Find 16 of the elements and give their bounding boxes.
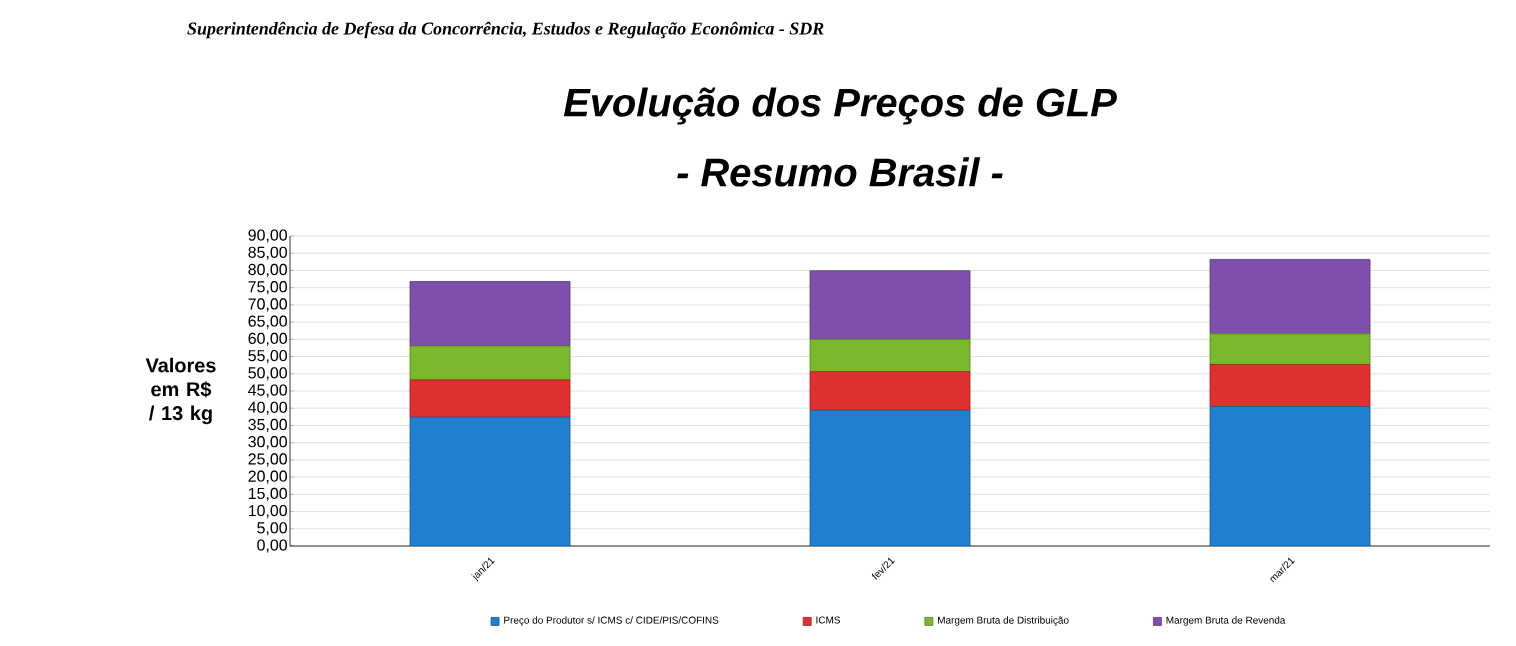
bar (809, 270, 971, 340)
bar (1209, 333, 1371, 365)
bar (1209, 259, 1371, 335)
chart-title: Evolução dos Preços de GLP (563, 87, 1117, 125)
bar (409, 345, 571, 381)
bar (809, 338, 971, 373)
chart-subtitle: - Resumo Brasil - (677, 157, 1003, 187)
bar (409, 281, 571, 347)
bar (1209, 364, 1371, 407)
bar (409, 379, 571, 418)
bar (809, 409, 971, 546)
bar (409, 416, 571, 546)
bar (809, 371, 971, 411)
text: Superintendência de Defesa da Concorrência, Estudos e Regulação Econômica - SDR (187, 21, 824, 39)
y-axis-title: Valores em R$ / 13 kg (145, 357, 216, 425)
bar (1209, 406, 1371, 546)
